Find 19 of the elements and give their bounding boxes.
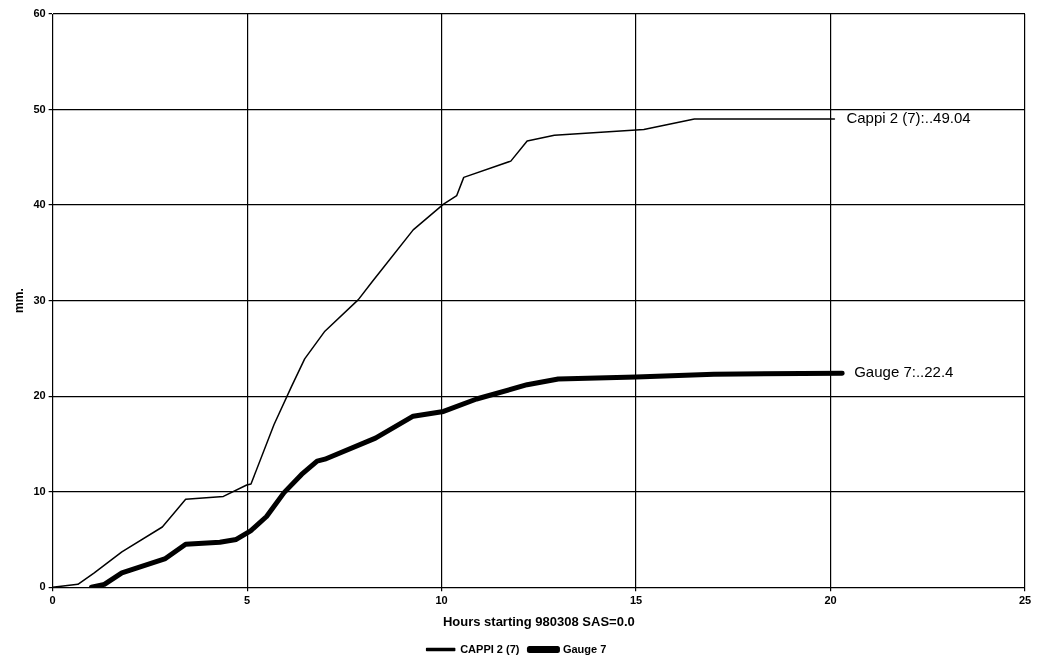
x-axis-title: Hours starting 980308 SAS=0.0 [442, 613, 635, 629]
x-tick-label: 20 [824, 593, 837, 606]
y-tick-label: 30 [33, 293, 46, 306]
x-tick-label: 25 [1018, 593, 1032, 606]
y-tick-label: 50 [33, 102, 46, 115]
legend-label: Gauge 7 [562, 642, 607, 655]
y-axis-title: mm. [11, 288, 26, 313]
x-tick-label: 5 [244, 593, 251, 606]
x-tick-label: 0 [49, 593, 56, 606]
x-tick-label: 15 [629, 593, 643, 606]
y-tick-label: 40 [33, 198, 46, 211]
y-tick-label: 0 [39, 580, 46, 593]
y-tick-label: 60 [33, 7, 46, 20]
y-tick-label: 20 [33, 389, 46, 402]
legend-label: CAPPI 2 (7) [460, 642, 520, 655]
y-tick-label: 10 [33, 484, 46, 497]
annotation: Gauge 7:..22.4 [854, 363, 954, 381]
x-tick-label: 10 [435, 593, 448, 606]
annotation: Cappi 2 (7):..49.04 [846, 109, 971, 127]
